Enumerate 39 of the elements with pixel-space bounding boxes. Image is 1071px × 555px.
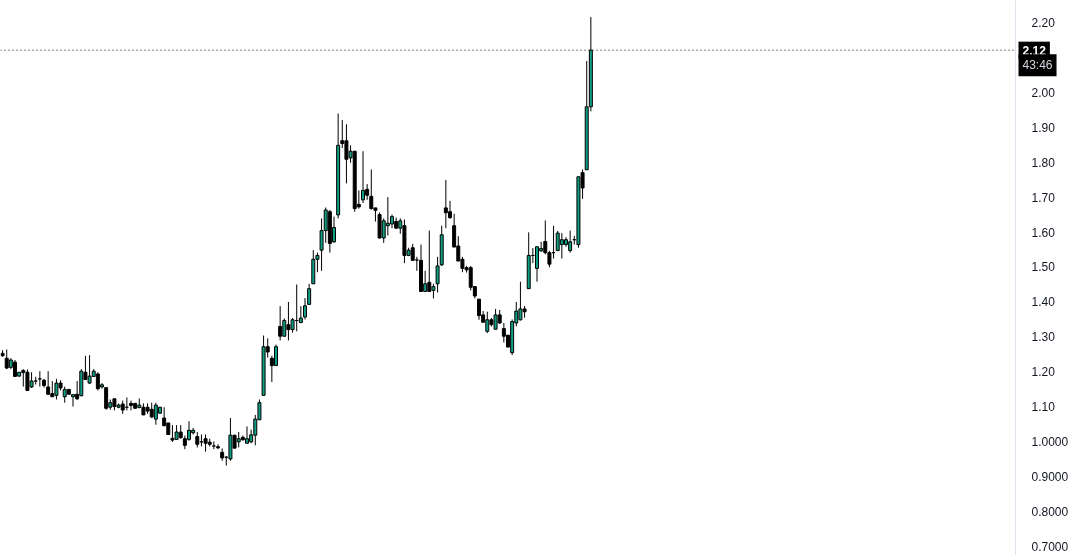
candlestick (369, 168, 374, 211)
candlestick (501, 322, 506, 344)
candlestick (535, 246, 539, 283)
y-tick-label: 1.70 (1031, 190, 1056, 205)
y-tick-label: 0.9000 (1031, 470, 1069, 485)
y-tick-label: 1.20 (1031, 365, 1056, 380)
y-tick-label: 0.7000 (1031, 540, 1069, 555)
candlestick (87, 354, 92, 385)
text: 43:46 (1022, 58, 1053, 73)
candlestick (245, 425, 249, 444)
y-tick-label: 1.80 (1031, 155, 1056, 170)
candlestick (286, 301, 291, 341)
candlestick (46, 370, 51, 395)
candlestick (25, 368, 30, 391)
candlestick (216, 443, 220, 450)
y-tick-label: 1.50 (1031, 260, 1056, 275)
ref-line-label: 2.12 (1022, 43, 1047, 58)
candlestick (559, 232, 564, 260)
y-tick-label: 1.10 (1031, 400, 1056, 415)
candlestick (477, 298, 481, 321)
candlestick (95, 371, 100, 391)
candlestick (129, 400, 133, 411)
y-tick-label: 1.30 (1031, 330, 1056, 345)
y-tick-label: 1.60 (1031, 225, 1056, 240)
y-tick-label: 0.8000 (1031, 505, 1069, 520)
y-tick-label: 2.20 (1031, 15, 1056, 30)
y-tick-label: 1.40 (1031, 295, 1056, 310)
candlestick (344, 123, 349, 184)
candlestick (427, 230, 432, 292)
y-tick-label: 1.90 (1031, 120, 1056, 135)
candlestick (228, 417, 233, 462)
candlestick (54, 378, 59, 401)
y-tick-label: 2.00 (1031, 85, 1056, 100)
candlestick (220, 447, 225, 462)
y-tick-label: 1.0000 (1031, 435, 1069, 450)
candlestick (377, 211, 382, 240)
candlestick (443, 179, 448, 229)
candlestick (493, 308, 498, 330)
candlestick (385, 196, 390, 237)
